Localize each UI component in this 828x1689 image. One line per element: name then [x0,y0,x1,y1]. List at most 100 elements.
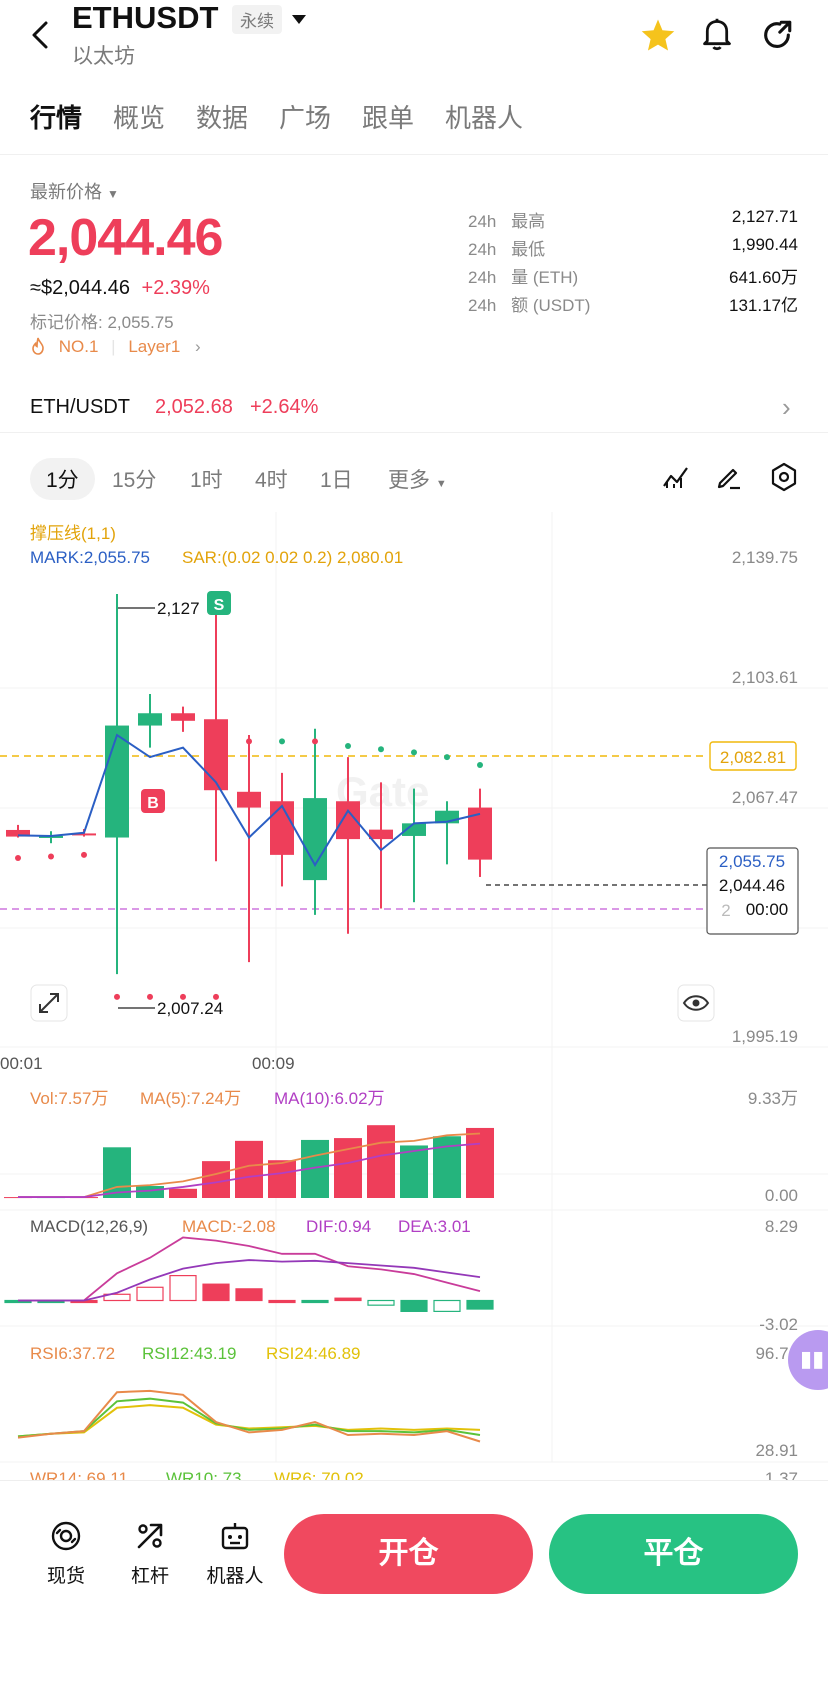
interval-more-label: 更多 [388,469,430,492]
sell-marker[interactable] [207,591,231,615]
volume-bar [202,1161,230,1198]
share-icon[interactable] [760,18,794,57]
chevron-right-icon: › [195,337,201,356]
interval-1d[interactable]: 1日 [320,469,353,492]
sar-dot [312,738,318,745]
vol-ma10-label: MA(10):6.02万 [274,1089,385,1108]
sar-dot [114,993,120,1000]
symbol-subtitle: 以太坊 [72,45,135,68]
bot-shortcut[interactable]: 机器人 [200,1519,270,1588]
volume-bar [268,1160,296,1198]
stat-period: 24h [468,212,497,231]
sar-dot [180,993,186,1000]
volume-ma10-line [18,1142,481,1198]
stat-volume: 24h 量 (ETH) 641.60万 [468,263,798,288]
tab-square[interactable]: 广场 [279,103,332,133]
leverage-shortcut[interactable]: 杠杆 [124,1519,176,1588]
symbol-dropdown-icon[interactable] [292,12,306,30]
vol-ma5-label: MA(5):7.24万 [140,1089,241,1108]
stat-label: 最高 [511,212,546,231]
volume-bars [4,1125,494,1199]
spot-pair: ETH/USDT [30,396,130,418]
macd-value: MACD:-2.08 [182,1217,276,1236]
stat-period: 24h [468,240,497,259]
interval-4h[interactable]: 4时 [255,469,288,492]
close-position-button[interactable]: 平仓 [549,1514,798,1594]
interval-more[interactable]: 更多 ▼ [388,464,447,494]
tab-bots[interactable]: 机器人 [445,103,524,133]
price-chart[interactable]: Gate 撑压线(1,1) MARK:2,055.75 SAR:(0.02 0.… [0,512,828,1480]
macd-name: MACD(12,26,9) [30,1217,148,1236]
mark-price-line-series [17,733,481,867]
favorite-star-icon[interactable] [640,18,676,57]
open-position-button[interactable]: 开仓 [284,1514,533,1594]
macd-histogram [4,1275,494,1312]
top-header: ETHUSDT 永续 以太坊 [0,0,828,82]
rank-tags[interactable]: NO.1 | Layer1 › [30,337,201,357]
y-axis-label: 2,103.61 [732,668,798,687]
x-axis-label: 00:09 [252,1054,295,1073]
chart-settings-icon[interactable] [770,462,798,497]
last-price-box [706,847,799,935]
latest-price-label-text: 最新价格 [30,182,102,202]
dea-line [18,1259,481,1302]
tab-overview[interactable]: 概览 [113,103,166,133]
macd-bar [103,1293,131,1302]
sar-dot [48,853,54,860]
tab-data[interactable]: 数据 [196,103,249,133]
low-annotation: 2,007.24 [157,999,223,1018]
indicator-icon[interactable] [662,464,690,495]
tab-market[interactable]: 行情 [30,103,83,133]
interval-15m[interactable]: 15分 [112,469,157,492]
rsi12-label: RSI12:43.19 [142,1344,237,1363]
back-icon[interactable] [24,18,58,52]
macd-bar [367,1299,395,1306]
interval-1h[interactable]: 1时 [190,469,223,492]
expand-icon [39,993,59,1013]
symbol-title[interactable]: ETHUSDT [72,0,219,35]
main-tabs: 行情 概览 数据 广场 跟单 机器人 [0,82,828,155]
volume-bar [367,1125,395,1198]
eye-icon [682,995,710,1011]
sar-dot [279,738,285,745]
sar-dot [147,993,153,1000]
sar-dot [411,749,417,756]
candle-body [105,725,129,838]
wr-axis-top: 1.37 [765,1469,798,1480]
spot-pair-row[interactable]: ETH/USDT 2,052.68 +2.64% › [0,388,828,433]
macd-bar [301,1299,329,1304]
stat-low: 24h 最低 1,990.44 [468,235,798,260]
buy-marker[interactable] [141,789,165,813]
support-line-indicator: 撑压线(1,1) [30,524,116,543]
alert-bell-icon[interactable] [700,16,734,57]
chat-dots-icon: ▮▮ [800,1346,825,1371]
latest-price-label[interactable]: 最新价格 ▼ [30,178,119,204]
y-axis-label: 2,139.75 [732,548,798,567]
last-price: 2,044.46 [28,209,223,267]
sar-dot [477,761,483,768]
candle-body [369,829,393,840]
bot-label: 机器人 [206,1566,264,1587]
spot-shortcut[interactable]: 现货 [40,1519,92,1588]
resistance-price-box [709,741,797,771]
wr10-label: WR10: 73 [166,1469,242,1480]
robot-icon [221,1523,249,1550]
dif-value: DIF:0.94 [306,1217,371,1236]
macd-bar [136,1286,164,1302]
stat-value: 1,990.44 [731,235,798,254]
floating-assistant-button[interactable]: ▮▮ [788,1330,828,1390]
tab-copy-trade[interactable]: 跟单 [362,103,415,133]
volume-ma5-line [18,1132,481,1198]
vol-axis-top: 9.33万 [748,1089,798,1108]
macd-bar [400,1299,428,1312]
spot-change: +2.64% [250,396,319,418]
sar-dot [444,754,450,761]
interval-1m[interactable]: 1分 [30,458,95,500]
macd-bar [334,1297,362,1302]
stat-high: 24h 最高 2,127.71 [468,207,798,232]
bottom-action-bar: 现货 杠杆 机器人 开仓 平仓 [0,1480,828,1689]
draw-pen-icon[interactable] [716,464,742,495]
category-tag: Layer1 [128,337,181,356]
macd-bar [268,1299,296,1304]
stat-period: 24h [468,268,497,287]
